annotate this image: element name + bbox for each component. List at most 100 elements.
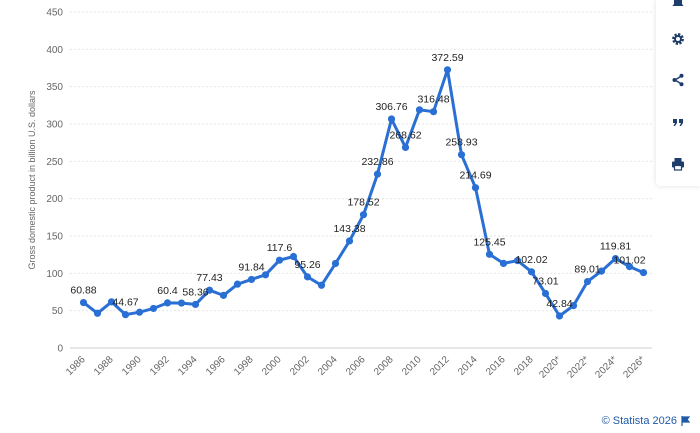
data-label: 316.48 bbox=[417, 94, 449, 106]
data-point bbox=[247, 275, 256, 284]
x-tick-label: 2010 bbox=[400, 354, 424, 378]
gear-icon bbox=[672, 33, 684, 45]
x-tick-label: 1990 bbox=[120, 354, 144, 378]
share-icon bbox=[672, 73, 684, 87]
data-point bbox=[191, 300, 200, 309]
data-label: 101.02 bbox=[613, 255, 645, 267]
x-tick-label: 2026* bbox=[621, 354, 647, 380]
data-point bbox=[625, 263, 634, 271]
data-label: 44.67 bbox=[112, 297, 138, 309]
y-tick-label: 450 bbox=[46, 8, 63, 19]
x-tick-label: 2006 bbox=[344, 354, 368, 378]
x-tick-label: 2012 bbox=[428, 354, 452, 378]
y-tick-label: 350 bbox=[46, 82, 63, 93]
line-chart: 0 50 100 150 200 250 300 350 400 450 1986 1988 1990… bbox=[27, 8, 652, 381]
data-point bbox=[485, 250, 494, 258]
data-label: 60.4 bbox=[157, 285, 178, 297]
x-tick-label: 2016 bbox=[484, 354, 508, 378]
data-point bbox=[93, 309, 102, 317]
y-tick-label: 100 bbox=[46, 269, 63, 280]
data-label: 77.43 bbox=[196, 272, 222, 284]
y-tick-label: 0 bbox=[57, 344, 63, 355]
data-point bbox=[79, 298, 88, 307]
data-point bbox=[597, 267, 606, 275]
data-label: 232.86 bbox=[361, 156, 393, 168]
x-tick-label: 1986 bbox=[64, 354, 88, 378]
settings-button[interactable] bbox=[666, 27, 690, 51]
data-point bbox=[275, 256, 284, 264]
data-point bbox=[639, 268, 648, 277]
data-label: 89.01 bbox=[574, 264, 600, 276]
data-point bbox=[583, 277, 592, 286]
x-tick-label: 2014 bbox=[456, 354, 480, 378]
chart-toolbar bbox=[656, 0, 700, 186]
data-label: 117.6 bbox=[267, 242, 293, 254]
data-point bbox=[121, 311, 130, 319]
x-tick-label: 2018 bbox=[512, 354, 536, 378]
data-point bbox=[499, 259, 508, 268]
data-point bbox=[415, 106, 424, 114]
data-label: 306.76 bbox=[375, 101, 407, 113]
data-label: 268.62 bbox=[389, 129, 421, 141]
data-label: 58.36 bbox=[182, 286, 208, 298]
data-label: 91.84 bbox=[238, 261, 264, 273]
y-tick-label: 150 bbox=[46, 232, 63, 243]
data-point bbox=[177, 299, 186, 307]
y-tick-label: 200 bbox=[46, 194, 63, 205]
data-label: 102.02 bbox=[515, 254, 547, 266]
data-label: 258.93 bbox=[445, 137, 477, 149]
data-point bbox=[555, 312, 564, 320]
data-point bbox=[219, 291, 228, 299]
data-point bbox=[317, 281, 326, 289]
data-point bbox=[611, 254, 620, 263]
data-label: 73.01 bbox=[532, 275, 558, 287]
cite-button[interactable] bbox=[666, 110, 690, 134]
series-line bbox=[82, 68, 645, 318]
x-tick-label: 2022* bbox=[565, 354, 591, 380]
x-tick-label: 2002 bbox=[288, 354, 312, 378]
data-label: 214.69 bbox=[459, 170, 491, 182]
y-tick-label: 300 bbox=[46, 120, 63, 131]
y-tick-label: 250 bbox=[46, 157, 63, 168]
data-point bbox=[289, 252, 298, 261]
data-point bbox=[569, 301, 578, 310]
data-label: 372.59 bbox=[431, 52, 463, 64]
data-label: 125.45 bbox=[473, 236, 505, 248]
y-tick-label: 50 bbox=[52, 306, 64, 317]
data-point bbox=[373, 170, 382, 178]
data-point bbox=[443, 66, 452, 74]
x-tick-label: 1994 bbox=[176, 354, 200, 378]
quote-icon bbox=[673, 119, 683, 126]
flag-icon bbox=[681, 416, 690, 426]
y-axis-label: Gross domestic product in billion U.S. d… bbox=[27, 90, 37, 270]
x-tick-label: 2008 bbox=[372, 354, 396, 378]
credit-text: © Statista 2026 bbox=[601, 415, 677, 427]
grid-lines bbox=[70, 11, 652, 349]
x-tick-label: 1998 bbox=[232, 354, 256, 378]
data-point bbox=[135, 308, 144, 316]
data-point bbox=[457, 151, 466, 159]
x-tick-label: 2000 bbox=[260, 354, 284, 378]
print-icon bbox=[672, 158, 684, 171]
x-tick-label: 1988 bbox=[92, 354, 116, 378]
data-point bbox=[233, 280, 242, 288]
share-button[interactable] bbox=[666, 68, 690, 92]
x-tick-label: 2020* bbox=[537, 354, 563, 380]
data-point bbox=[513, 257, 522, 265]
data-label: 95.26 bbox=[294, 259, 320, 271]
data-point bbox=[261, 271, 270, 279]
data-label: 60.88 bbox=[70, 285, 96, 297]
print-button[interactable] bbox=[666, 152, 690, 176]
data-point bbox=[303, 273, 312, 281]
data-point bbox=[429, 108, 438, 116]
x-tick-label: 1992 bbox=[148, 354, 172, 378]
data-label: 143.38 bbox=[333, 223, 365, 235]
data-point bbox=[387, 115, 396, 123]
data-label: 178.52 bbox=[347, 197, 379, 209]
x-axis-ticks: 1986 1988 1990 1992 1994 1996 1998 2000 2002 2004… bbox=[64, 354, 648, 381]
data-point bbox=[205, 286, 214, 294]
statista-credit[interactable]: © Statista 2026 bbox=[602, 415, 690, 427]
notification-button[interactable] bbox=[666, 0, 690, 14]
data-point bbox=[527, 268, 536, 276]
